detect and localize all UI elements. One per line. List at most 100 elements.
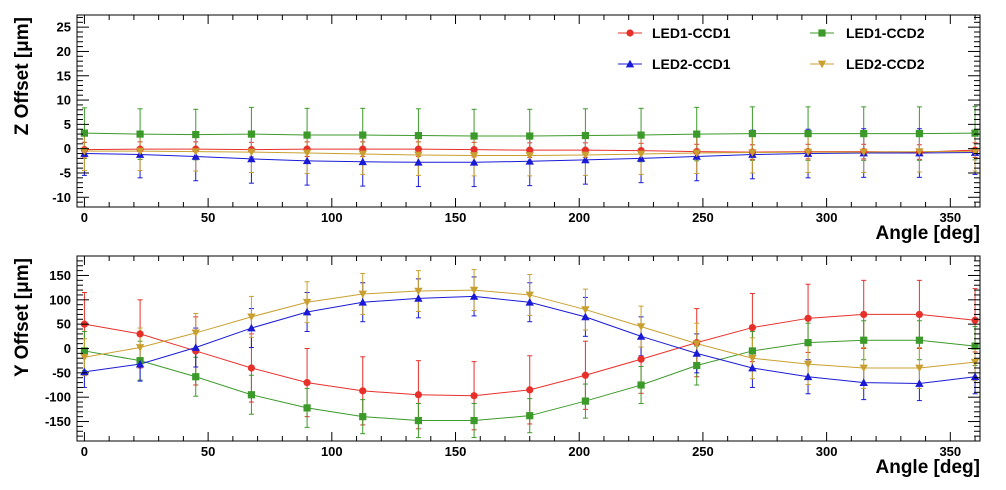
data-point xyxy=(247,391,256,399)
data-point xyxy=(748,363,757,372)
data-point xyxy=(525,298,534,306)
data-point xyxy=(859,378,868,386)
data-point xyxy=(804,339,812,347)
data-point xyxy=(192,130,200,139)
data-point xyxy=(803,148,813,157)
data-point xyxy=(247,323,256,332)
data-point xyxy=(526,386,534,394)
data-point xyxy=(191,329,200,338)
data-point xyxy=(414,151,423,160)
x-tick-label: 250 xyxy=(692,210,714,225)
data-point xyxy=(469,286,479,295)
bottom-tick-labels: 0 50 100 150 200 250 300 350 -150 -100 -50 0 50 100 15… xyxy=(45,268,961,459)
data-point xyxy=(692,149,701,158)
x-tick-label: 250 xyxy=(692,444,714,459)
legend: LED1-CCD1 LED1-CCD2 LED2-CCD1 LED2-CCD2 xyxy=(618,25,925,72)
data-point xyxy=(581,155,590,164)
y-tick-label: 100 xyxy=(49,292,71,307)
data-point xyxy=(414,158,423,166)
y-tick-label: 5 xyxy=(64,117,71,132)
data-point xyxy=(803,360,813,369)
y-tick-label: -50 xyxy=(52,365,71,380)
y-tick-label: 150 xyxy=(49,268,71,283)
data-point xyxy=(525,152,534,160)
data-point xyxy=(636,150,646,159)
x-tick-label: 200 xyxy=(568,444,590,459)
data-point xyxy=(80,353,89,362)
data-point xyxy=(358,157,367,166)
x-tick-label: 150 xyxy=(445,210,467,225)
x-tick-label: 300 xyxy=(816,210,838,225)
x-tick-label: 350 xyxy=(939,444,961,459)
data-point xyxy=(581,131,590,140)
data-point xyxy=(525,157,534,165)
data-point xyxy=(247,364,256,372)
data-point xyxy=(414,416,423,425)
data-point xyxy=(470,392,478,400)
data-point xyxy=(302,307,312,316)
x-tick-label: 0 xyxy=(81,210,88,225)
data-point xyxy=(748,354,757,363)
data-point xyxy=(247,313,256,322)
x-tick-label: 350 xyxy=(939,210,961,225)
legend-entry: LED1-CCD2 xyxy=(846,25,925,41)
data-point xyxy=(414,131,423,140)
data-point xyxy=(971,316,979,324)
data-point xyxy=(247,130,256,138)
data-point xyxy=(192,373,200,381)
y-tick-label: -5 xyxy=(59,165,71,180)
data-point xyxy=(191,343,200,351)
data-point xyxy=(358,150,367,159)
data-point xyxy=(748,323,756,332)
data-point xyxy=(359,413,367,421)
data-point xyxy=(135,359,145,368)
top-tick-labels: 0 50 100 150 200 250 300 350 -10 -5 0 5 10 15 20 25 xyxy=(52,20,961,225)
data-point xyxy=(581,371,590,379)
data-point xyxy=(303,404,311,412)
legend-marker xyxy=(625,59,635,68)
data-point xyxy=(302,156,312,165)
data-point xyxy=(915,336,923,344)
data-point xyxy=(915,379,924,387)
data-point xyxy=(803,372,813,381)
data-point xyxy=(637,381,645,389)
data-point xyxy=(80,147,89,156)
data-point xyxy=(581,151,590,160)
data-point xyxy=(637,131,645,139)
data-point xyxy=(414,294,423,302)
y-tick-label: 50 xyxy=(57,317,71,332)
data-point xyxy=(859,364,868,373)
top-panel: 0 50 100 150 200 250 300 350 -10 -5 0 5 10 15 20 25 Ang… xyxy=(12,14,981,244)
data-point xyxy=(636,323,646,331)
data-point xyxy=(303,131,311,139)
y-tick-label: 10 xyxy=(57,93,71,108)
data-point xyxy=(469,152,479,160)
data-point xyxy=(414,391,423,399)
top-ticks xyxy=(77,15,980,208)
data-point xyxy=(469,158,479,166)
data-point xyxy=(191,152,200,160)
legend-entry: LED2-CCD2 xyxy=(846,56,925,72)
y-tick-label: -100 xyxy=(45,390,71,405)
data-point xyxy=(748,347,756,355)
data-point xyxy=(470,132,478,140)
data-point xyxy=(860,336,868,344)
y-tick-label: -150 xyxy=(45,414,71,429)
y-tick-label: -10 xyxy=(52,190,71,205)
data-point xyxy=(915,130,923,138)
data-point xyxy=(303,378,311,387)
data-point xyxy=(136,130,144,138)
x-tick-label: 50 xyxy=(201,210,215,225)
bottom-markers xyxy=(80,286,980,425)
data-point xyxy=(693,361,701,370)
data-point xyxy=(359,131,367,139)
data-point xyxy=(414,287,423,296)
data-point xyxy=(136,330,144,338)
data-point xyxy=(135,147,145,156)
y-tick-label: 25 xyxy=(57,20,71,35)
y-tick-label: 15 xyxy=(57,68,71,83)
data-point xyxy=(247,154,256,163)
legend-marker xyxy=(817,60,827,69)
x-tick-label: 300 xyxy=(816,444,838,459)
y-tick-label: 0 xyxy=(64,141,71,156)
